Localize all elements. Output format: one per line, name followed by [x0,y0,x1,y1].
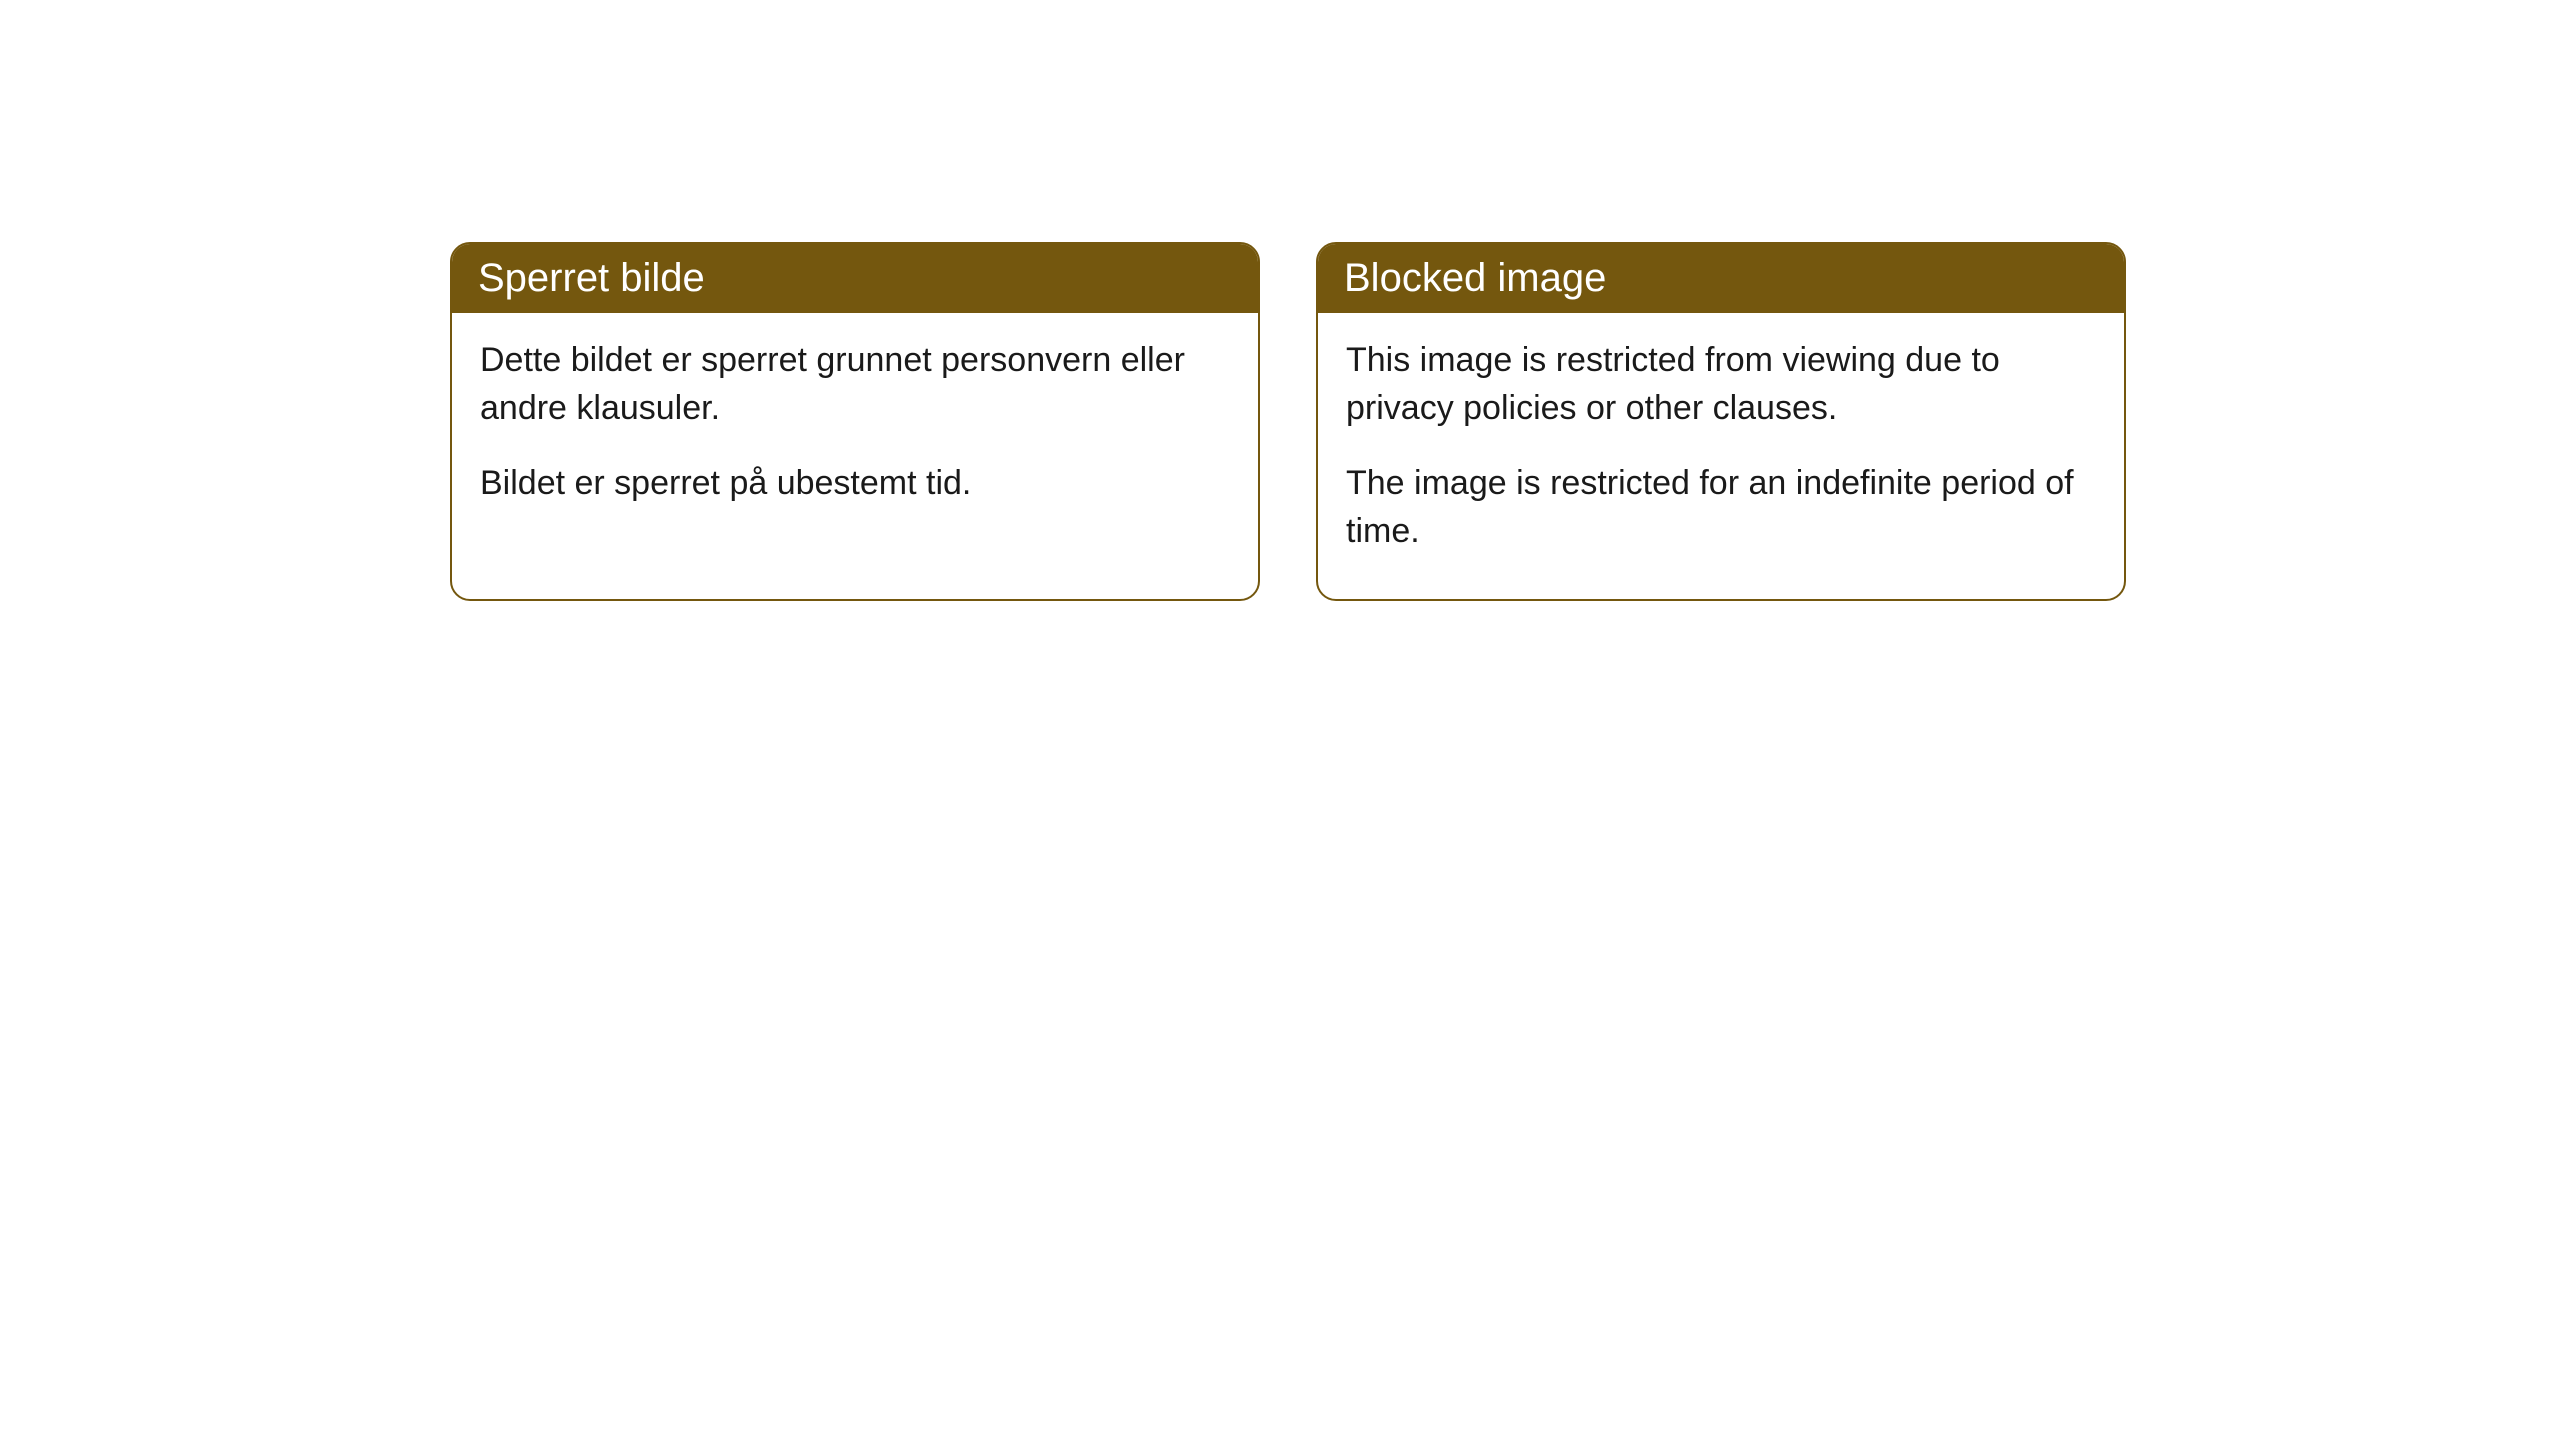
card-paragraph: This image is restricted from viewing du… [1346,337,2096,432]
card-body: This image is restricted from viewing du… [1318,313,2124,599]
card-header: Sperret bilde [452,244,1258,313]
card-header: Blocked image [1318,244,2124,313]
card-title: Sperret bilde [478,256,705,300]
blocked-image-card-english: Blocked image This image is restricted f… [1316,242,2126,601]
card-title: Blocked image [1344,256,1606,300]
card-body: Dette bildet er sperret grunnet personve… [452,313,1258,552]
blocked-image-card-norwegian: Sperret bilde Dette bildet er sperret gr… [450,242,1260,601]
notice-cards-container: Sperret bilde Dette bildet er sperret gr… [450,242,2126,601]
card-paragraph: Bildet er sperret på ubestemt tid. [480,460,1230,508]
card-paragraph: The image is restricted for an indefinit… [1346,460,2096,555]
card-paragraph: Dette bildet er sperret grunnet personve… [480,337,1230,432]
